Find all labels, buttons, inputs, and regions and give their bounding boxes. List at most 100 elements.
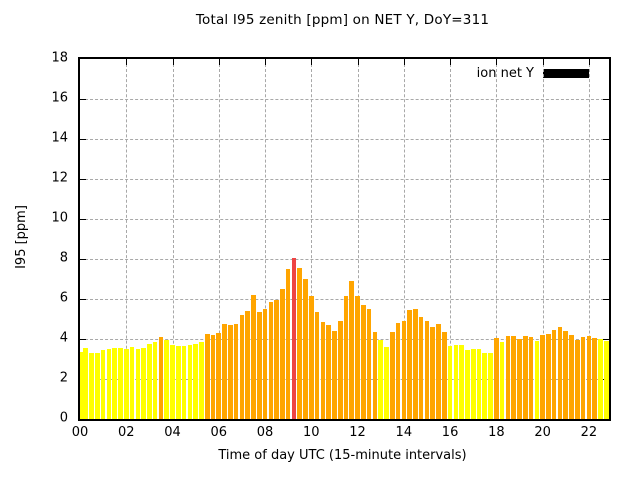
data-bar <box>199 342 204 419</box>
x-tick-label: 14 <box>395 425 413 440</box>
x-tick-mark <box>357 59 359 65</box>
y-gridline <box>80 99 609 100</box>
data-bar <box>424 321 430 419</box>
x-gridline <box>218 59 220 419</box>
legend-swatch <box>543 69 589 78</box>
data-bar <box>494 338 499 419</box>
x-tick-mark <box>496 59 498 65</box>
data-bar <box>147 344 152 419</box>
data-bar <box>222 324 227 419</box>
x-tick-label: 04 <box>164 425 181 440</box>
y-tick-mark <box>80 139 86 140</box>
data-bar <box>233 324 239 419</box>
data-bar <box>262 309 268 419</box>
data-bar <box>418 317 424 419</box>
data-bar <box>453 345 459 419</box>
y-tick-mark <box>80 179 86 180</box>
y-tick-mark <box>80 219 86 220</box>
data-bar <box>522 336 528 419</box>
data-bar <box>83 348 89 419</box>
data-bar <box>204 334 210 419</box>
x-tick-label: 06 <box>210 425 228 440</box>
data-bar <box>476 349 482 419</box>
x-tick-mark <box>450 59 452 65</box>
data-bar <box>401 321 407 419</box>
data-bar <box>89 353 94 419</box>
x-tick-label: 12 <box>349 425 366 440</box>
y-gridline <box>80 219 609 220</box>
x-tick-label: 16 <box>441 425 459 440</box>
data-bar <box>447 346 453 419</box>
data-bar <box>563 331 569 419</box>
data-bar <box>511 336 516 419</box>
y-gridline <box>80 139 609 140</box>
data-bar <box>470 349 476 419</box>
y-tick-label: 0 <box>59 410 68 426</box>
x-gridline <box>542 59 544 419</box>
data-bar <box>314 312 320 419</box>
data-bar <box>256 312 262 419</box>
data-bar <box>499 342 505 419</box>
data-bar <box>170 345 175 419</box>
data-bar <box>320 322 326 419</box>
data-bar <box>106 349 112 419</box>
data-bar <box>268 302 274 419</box>
y-gridline <box>80 259 609 260</box>
data-bar <box>112 348 117 419</box>
data-bar <box>378 340 383 419</box>
data-bar <box>586 336 592 419</box>
data-bar <box>372 332 378 419</box>
data-bar <box>592 338 597 419</box>
x-tick-mark <box>265 59 267 65</box>
data-bar <box>528 337 534 419</box>
data-bar <box>216 333 222 419</box>
data-bar <box>297 268 303 419</box>
data-bar <box>384 347 389 419</box>
data-bar <box>152 342 158 419</box>
x-tick-label: 02 <box>117 425 135 440</box>
data-bar <box>442 332 447 419</box>
data-bar <box>389 332 395 419</box>
x-gridline <box>311 59 313 419</box>
data-bar <box>245 311 250 419</box>
y-tick-label: 14 <box>51 130 68 146</box>
x-axis-title: Time of day UTC (15-minute intervals) <box>218 448 467 463</box>
data-bar <box>569 335 574 419</box>
data-bar <box>343 296 349 419</box>
data-bar <box>459 345 464 419</box>
y-tick-mark <box>80 299 86 300</box>
x-tick-label: 10 <box>303 425 320 440</box>
x-tick-label: 08 <box>256 425 274 440</box>
data-bar <box>291 258 297 419</box>
y-tick-mark <box>603 339 609 340</box>
data-bar <box>141 348 146 419</box>
y-gridline <box>80 179 609 180</box>
data-bar <box>580 337 586 419</box>
data-bar <box>551 330 557 419</box>
y-tick-label: 12 <box>51 170 68 186</box>
data-bar <box>575 340 580 419</box>
data-bar <box>534 341 540 419</box>
data-bar <box>430 327 436 419</box>
data-bar <box>407 310 412 419</box>
y-tick-label: 18 <box>51 50 68 66</box>
y-tick-mark <box>80 339 86 340</box>
y-tick-label: 16 <box>51 90 68 106</box>
y-tick-mark <box>603 99 609 100</box>
data-bar <box>309 296 314 419</box>
data-bar <box>129 347 135 419</box>
data-bar <box>361 305 366 419</box>
data-bar <box>326 325 331 419</box>
x-gridline <box>496 59 498 419</box>
x-tick-mark <box>542 59 544 65</box>
y-tick-mark <box>603 299 609 300</box>
legend: ion net Y <box>477 66 589 81</box>
data-bar <box>488 353 493 419</box>
x-tick-label: 00 <box>71 425 89 440</box>
x-tick-mark <box>588 59 590 65</box>
data-bar <box>100 350 106 419</box>
chart-title: Total I95 zenith [ppm] on NET Y, DoY=311 <box>195 12 490 28</box>
data-bar <box>436 324 441 419</box>
data-bar <box>176 346 181 419</box>
